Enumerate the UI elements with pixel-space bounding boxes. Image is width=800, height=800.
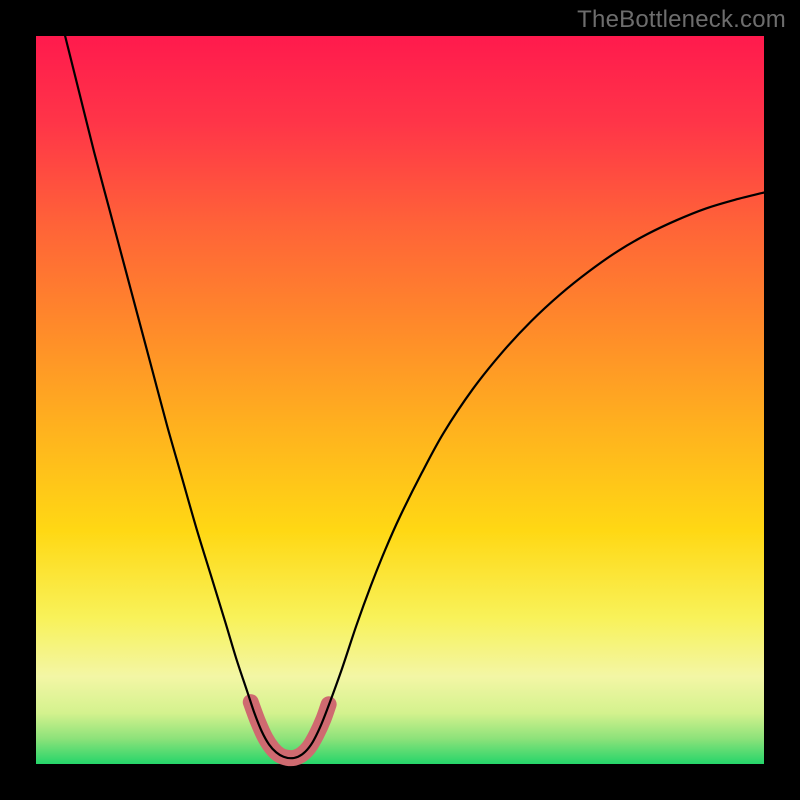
bottleneck-curve bbox=[65, 36, 764, 758]
bottleneck-highlight-curve bbox=[251, 702, 329, 758]
chart-stage: TheBottleneck.com bbox=[0, 0, 800, 800]
curve-layer bbox=[36, 36, 764, 764]
watermark-text: TheBottleneck.com bbox=[577, 6, 786, 34]
